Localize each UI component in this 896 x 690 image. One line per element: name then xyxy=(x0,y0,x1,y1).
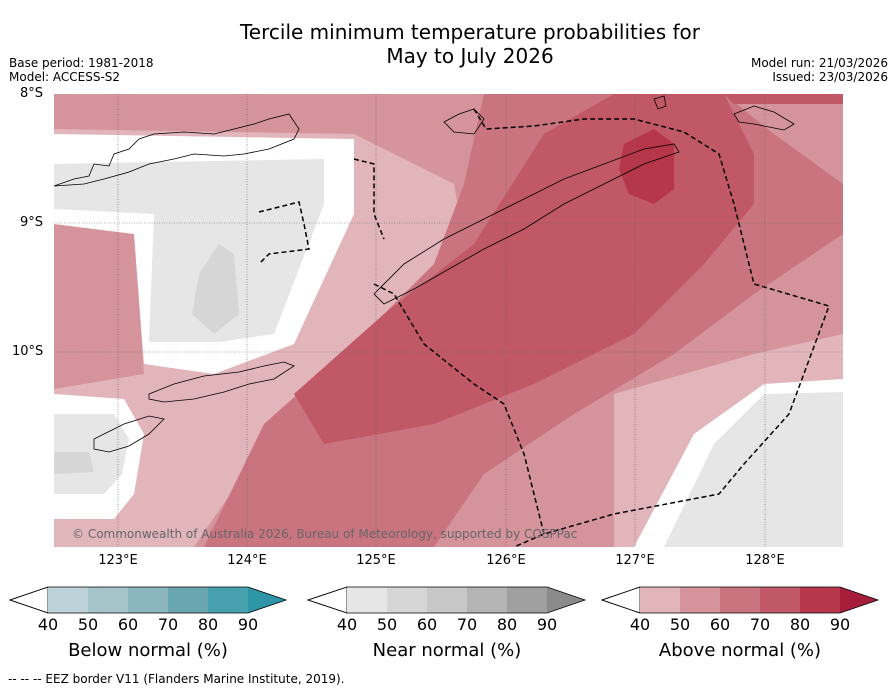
coast-sumba-north xyxy=(148,361,295,403)
cb-below-tick-90: 90 xyxy=(237,615,259,634)
lat-label-10S: 10°S xyxy=(12,344,44,359)
cb-near-tick-50: 50 xyxy=(376,615,398,634)
cb-near-tick-60: 60 xyxy=(416,615,438,634)
cb-above-tick-90: 90 xyxy=(829,615,851,634)
colorbar-above xyxy=(600,586,880,614)
colorbar-near-outline xyxy=(306,586,587,614)
colorbars xyxy=(8,586,880,614)
lon-label-123E: 123°E xyxy=(98,553,138,568)
issued-date: Issued: 23/03/2026 xyxy=(772,70,888,84)
region-above-80 xyxy=(619,129,674,204)
eez-timor-line xyxy=(373,283,545,535)
model-run: Model run: 21/03/2026 xyxy=(750,56,888,70)
colorbar-near-label: Near normal (%) xyxy=(372,640,522,661)
region-above-50-west xyxy=(54,224,144,389)
colorbar-near-swatch-4 xyxy=(467,587,507,613)
colorbar-above-extend-high xyxy=(840,587,878,613)
colorbar-near-swatch-2 xyxy=(387,587,427,613)
eez-east-line xyxy=(473,108,830,547)
colorbar-below-extend-low xyxy=(8,586,49,614)
cb-below-tick-40: 40 xyxy=(37,615,59,634)
cb-above-tick-70: 70 xyxy=(749,615,771,634)
region-near-50-west xyxy=(192,244,239,334)
colorbar-above-label: Above normal (%) xyxy=(658,640,822,661)
colorbar-near-extend-high xyxy=(547,587,585,613)
region-near-40-west xyxy=(54,159,324,342)
colorbar-near-extend-low xyxy=(306,586,348,614)
coast-wetar-island xyxy=(733,105,795,131)
map-title: Tercile minimum temperature probabilitie… xyxy=(0,20,896,68)
cb-below-tick-70: 70 xyxy=(157,615,179,634)
coastlines xyxy=(54,95,795,453)
colorbar-above-swatch-1 xyxy=(640,587,680,613)
lon-label-126E: 126°E xyxy=(486,553,526,568)
title-line-1: Tercile minimum temperature probabilitie… xyxy=(239,20,701,44)
eez-oecusse-line xyxy=(258,201,310,265)
colorbar-below-swatch-2 xyxy=(88,587,128,613)
cb-above-tick-50: 50 xyxy=(669,615,691,634)
lon-label-125E: 125°E xyxy=(356,553,396,568)
colorbar-above-swatch-3 xyxy=(720,587,760,613)
coast-savu-rote xyxy=(93,415,165,453)
lat-label-8S: 8°S xyxy=(20,86,44,101)
colorbar-near xyxy=(306,586,587,614)
colorbar-above-swatch-4 xyxy=(760,587,800,613)
region-near-40-southwest xyxy=(54,414,129,494)
base-period: Base period: 1981-2018 xyxy=(9,56,154,70)
lon-label-127E: 127°E xyxy=(615,553,655,568)
cb-near-tick-40: 40 xyxy=(336,615,358,634)
colorbar-below-swatch-1 xyxy=(48,587,88,613)
colorbar-below-extend-high xyxy=(248,587,286,613)
lon-label-124E: 124°E xyxy=(227,553,267,568)
colorbar-near-swatch-1 xyxy=(347,587,387,613)
cb-near-tick-90: 90 xyxy=(536,615,558,634)
colorbar-above-extend-low xyxy=(600,586,641,614)
coast-timor-island xyxy=(373,143,680,305)
copyright-notice: © Commonwealth of Australia 2026, Bureau… xyxy=(72,527,578,541)
cb-above-tick-80: 80 xyxy=(789,615,811,634)
colorbar-above-outline xyxy=(600,586,880,614)
region-above-70-northeast xyxy=(724,94,843,104)
eez-west-line xyxy=(353,158,385,240)
colorbar-below-swatch-5 xyxy=(208,587,248,613)
model-name: Model: ACCESS-S2 xyxy=(9,70,121,84)
region-near-50-southwest xyxy=(54,452,94,474)
region-near-40-southeast xyxy=(664,392,843,547)
colorbar-above-swatch-5 xyxy=(800,587,840,613)
colorbar-below-swatch-3 xyxy=(128,587,168,613)
cb-above-tick-60: 60 xyxy=(709,615,731,634)
cb-near-tick-70: 70 xyxy=(456,615,478,634)
colorbar-below-outline xyxy=(8,586,288,614)
coast-flores-islands xyxy=(54,113,300,187)
left-meta: Base period: 1981-2018 Model: ACCESS-S2 xyxy=(9,56,154,84)
colorbar-near-swatch-3 xyxy=(427,587,467,613)
right-meta: Model run: 21/03/2026 Issued: 23/03/2026 xyxy=(751,56,888,84)
colorbar-below-label: Below normal (%) xyxy=(68,640,228,661)
graticule xyxy=(54,94,843,547)
colorbar-above-swatch-2 xyxy=(680,587,720,613)
colorbar-below xyxy=(8,586,288,614)
cb-below-tick-80: 80 xyxy=(197,615,219,634)
colorbar-below-swatch-4 xyxy=(168,587,208,613)
eez-border xyxy=(258,108,830,547)
cb-above-tick-40: 40 xyxy=(629,615,651,634)
cb-below-tick-60: 60 xyxy=(117,615,139,634)
title-line-2: May to July 2026 xyxy=(386,44,554,68)
colorbar-near-swatch-5 xyxy=(507,587,547,613)
probability-map xyxy=(54,94,843,547)
coast-small-island-1 xyxy=(653,95,667,110)
cb-near-tick-80: 80 xyxy=(496,615,518,634)
lon-label-128E: 128°E xyxy=(745,553,785,568)
cb-below-tick-50: 50 xyxy=(77,615,99,634)
eez-footnote: -- -- -- EEZ border V11 (Flanders Marine… xyxy=(8,672,345,686)
lat-label-9S: 9°S xyxy=(20,215,44,230)
